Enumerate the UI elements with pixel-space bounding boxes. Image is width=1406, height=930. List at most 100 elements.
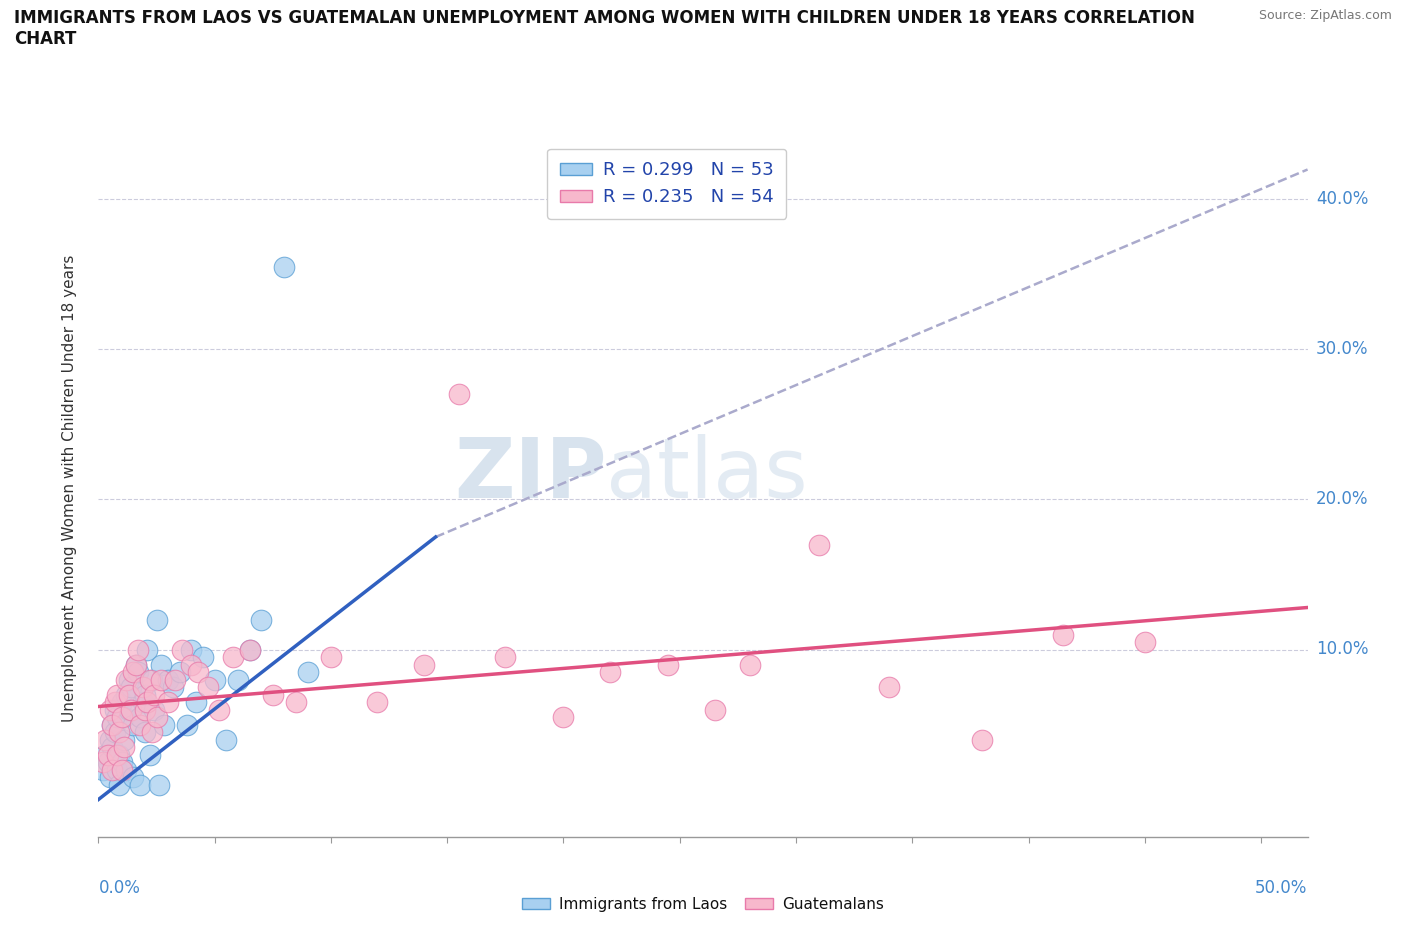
Point [112, 710, 135, 724]
Point [157, 695, 180, 710]
Point [319, 649, 342, 664]
Point [239, 642, 262, 657]
Point [145, 612, 167, 627]
Point [111, 695, 134, 710]
Point [172, 642, 194, 657]
Point [122, 665, 145, 680]
Point [118, 702, 141, 717]
Point [97, 747, 120, 762]
Point [134, 687, 156, 702]
Point [970, 732, 993, 747]
Point [162, 680, 184, 695]
Point [1133, 634, 1156, 649]
Point [413, 658, 436, 672]
Point [1052, 627, 1074, 642]
Point [104, 695, 127, 710]
Point [152, 717, 174, 732]
Point [138, 672, 160, 687]
Point [129, 777, 152, 792]
Point [120, 702, 142, 717]
Point [124, 658, 146, 672]
Point [101, 739, 124, 754]
Point [738, 658, 761, 672]
Point [111, 762, 134, 777]
Point [136, 695, 159, 710]
Point [208, 702, 231, 717]
Point [138, 747, 160, 762]
Point [118, 687, 141, 702]
Point [285, 695, 308, 710]
Point [262, 687, 284, 702]
Y-axis label: Unemployment Among Women with Children Under 18 years: Unemployment Among Women with Children U… [62, 255, 77, 722]
Point [124, 658, 146, 672]
Point [134, 724, 156, 739]
Text: 30.0%: 30.0% [1316, 340, 1368, 358]
Point [108, 777, 131, 792]
Point [101, 717, 124, 732]
Point [108, 747, 131, 762]
Point [105, 687, 128, 702]
Point [143, 687, 166, 702]
Point [104, 702, 127, 717]
Point [273, 259, 295, 274]
Point [180, 642, 202, 657]
Point [145, 710, 167, 724]
Point [111, 754, 134, 769]
Point [101, 717, 124, 732]
Text: 50.0%: 50.0% [1256, 879, 1308, 897]
Point [150, 672, 173, 687]
Point [134, 702, 156, 717]
Point [91, 754, 114, 769]
Point [215, 732, 238, 747]
Point [112, 739, 135, 754]
Point [122, 769, 145, 784]
Point [129, 717, 152, 732]
Point [239, 642, 262, 657]
Text: 0.0%: 0.0% [98, 879, 141, 897]
Point [105, 762, 128, 777]
Point [98, 702, 121, 717]
Point [120, 680, 142, 695]
Point [657, 658, 679, 672]
Point [111, 710, 134, 724]
Point [122, 717, 145, 732]
Point [112, 732, 135, 747]
Point [494, 649, 516, 664]
Point [115, 762, 138, 777]
Point [105, 747, 128, 762]
Point [169, 665, 191, 680]
Point [222, 649, 245, 664]
Point [176, 717, 198, 732]
Legend: R = 0.299   N = 53, R = 0.235   N = 54: R = 0.299 N = 53, R = 0.235 N = 54 [547, 149, 786, 219]
Point [115, 672, 138, 687]
Text: 40.0%: 40.0% [1316, 191, 1368, 208]
Point [553, 710, 575, 724]
Text: IMMIGRANTS FROM LAOS VS GUATEMALAN UNEMPLOYMENT AMONG WOMEN WITH CHILDREN UNDER : IMMIGRANTS FROM LAOS VS GUATEMALAN UNEMP… [14, 9, 1195, 48]
Point [297, 665, 319, 680]
Point [141, 672, 163, 687]
Text: 10.0%: 10.0% [1316, 641, 1368, 658]
Point [104, 724, 127, 739]
Point [91, 762, 114, 777]
Point [115, 687, 138, 702]
Point [136, 642, 159, 657]
Point [127, 665, 149, 680]
Point [105, 710, 128, 724]
Text: 20.0%: 20.0% [1316, 490, 1368, 509]
Point [808, 537, 831, 551]
Point [187, 665, 209, 680]
Point [250, 612, 273, 627]
Point [703, 702, 725, 717]
Point [97, 754, 120, 769]
Point [98, 769, 121, 784]
Point [94, 747, 117, 762]
Point [599, 665, 621, 680]
Point [226, 672, 249, 687]
Point [148, 777, 170, 792]
Point [191, 649, 214, 664]
Point [94, 732, 117, 747]
Point [180, 658, 202, 672]
Point [184, 695, 207, 710]
Text: Source: ZipAtlas.com: Source: ZipAtlas.com [1258, 9, 1392, 22]
Point [101, 762, 124, 777]
